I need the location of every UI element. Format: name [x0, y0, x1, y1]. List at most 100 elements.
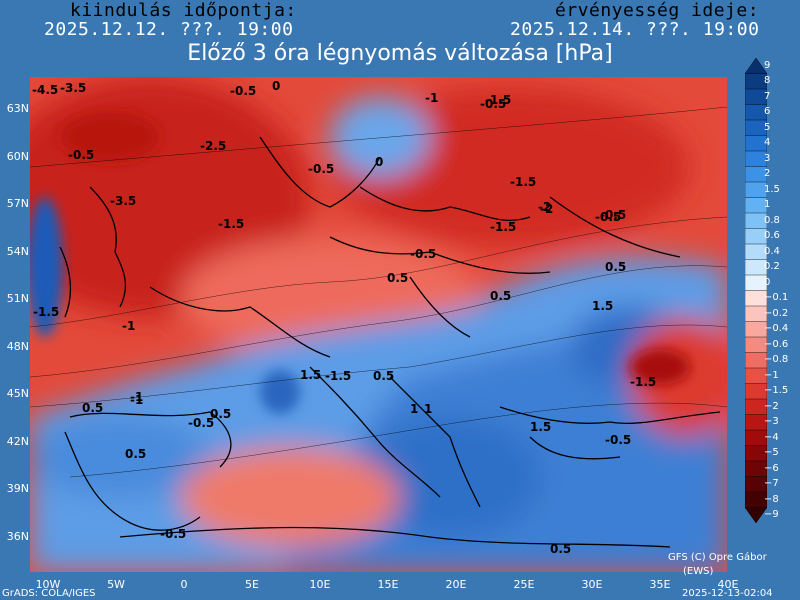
legend-value: −6 — [764, 462, 779, 474]
map-title: Előző 3 óra légnyomás változása [hPa] — [187, 41, 613, 66]
contour-label: -3.5 — [60, 81, 87, 95]
contour-label: -1.5 — [490, 220, 517, 234]
legend-swatches — [744, 57, 768, 524]
lat-label: 51N — [6, 292, 29, 305]
valid-time: 2025.12.14. ???. 19:00 — [510, 19, 760, 40]
contour-label: 1.5 — [530, 420, 552, 434]
contour-label: -1 — [122, 319, 136, 333]
lat-label: 60N — [6, 150, 29, 163]
contour-label: 1.5 — [300, 368, 322, 382]
lat-label: 54N — [6, 245, 29, 258]
legend-value: −0.8 — [764, 354, 789, 366]
legend-value: −4 — [764, 431, 779, 443]
contour-label: -4.5 — [32, 83, 59, 97]
contour-label: 0.5 — [490, 289, 512, 303]
contour-label: 1 — [410, 402, 419, 416]
legend-value: −2 — [764, 400, 779, 412]
legend-swatch — [744, 507, 768, 524]
legend-value: 5 — [764, 121, 771, 133]
legend-value: 2 — [764, 168, 771, 180]
map-field — [30, 77, 727, 572]
legend-value: 0.8 — [764, 214, 780, 226]
contour-label: 0.5 — [373, 369, 395, 383]
lon-label: 10W — [35, 578, 61, 591]
contour-label: 0.5 — [605, 260, 627, 274]
timestamp: 2025-12-13-02:04 — [682, 588, 773, 599]
lat-label: 36N — [6, 530, 29, 543]
isolines — [30, 106, 727, 478]
contour-label: -0.5 — [600, 208, 627, 222]
legend-value: −0.6 — [764, 338, 789, 350]
grads-credit: GrADS: COLA/IGES — [2, 588, 96, 599]
legend-value: −1.5 — [764, 385, 789, 397]
contour-label: 0 — [375, 155, 384, 169]
contour-label: -1.5 — [510, 175, 537, 189]
contour-label: -0.5 — [595, 210, 622, 224]
contour-label: 0.5 — [550, 542, 572, 556]
valid-label: érvényesség ideje: — [555, 0, 760, 21]
legend-value: 0.6 — [764, 230, 780, 242]
contour-label: -2 — [540, 202, 554, 216]
contour-label: -0.5 — [188, 416, 215, 430]
lat-label: 45N — [6, 387, 29, 400]
contour-label: 0.5 — [210, 407, 232, 421]
lat-label: 63N — [6, 102, 29, 115]
contour-label: -1.5 — [485, 93, 512, 107]
contour-label: 1 — [424, 402, 433, 416]
contour-label: -0.5 — [480, 97, 507, 111]
credit-text: GFS (C) Opre Gábor — [668, 552, 767, 563]
contour-label: -0.5 — [605, 433, 632, 447]
lon-label: 25E — [513, 578, 535, 591]
color-legend — [744, 57, 768, 524]
contour-label: -1 — [130, 390, 144, 404]
contour-label: -0.5 — [410, 247, 437, 261]
contour-label: 0.5 — [82, 401, 104, 415]
contour-label: -1.5 — [218, 217, 245, 231]
lon-label: 30E — [581, 578, 603, 591]
legend-value: −9 — [764, 509, 779, 521]
contour-label: 0.5 — [125, 447, 147, 461]
contour-label: -1.5 — [630, 375, 657, 389]
init-time: 2025.12.12. ???. 19:00 — [44, 19, 294, 40]
legend-value: 8 — [764, 75, 771, 87]
legend-value: −5 — [764, 447, 779, 459]
legend-value: −8 — [764, 493, 779, 505]
contour-label: -1.5 — [325, 369, 352, 383]
contour-label: 0 — [272, 79, 281, 93]
lon-label: 10E — [309, 578, 331, 591]
lon-label: 5E — [245, 578, 259, 591]
legend-value: 6 — [764, 106, 771, 118]
contour-label: -2.5 — [200, 139, 227, 153]
pressure-change-map: -4.5 -3.5 -0.5 -0.5 0 -1 -1.5 -2.5 -0.5 … — [30, 77, 727, 572]
contour-label: 0.5 — [387, 271, 409, 285]
legend-value: −7 — [764, 478, 779, 490]
lon-label: 5W — [107, 578, 125, 591]
legend-value: 3 — [764, 152, 771, 164]
contour-label: -3.5 — [110, 194, 137, 208]
lat-label: 39N — [6, 482, 29, 495]
contour-label: -1 — [130, 393, 144, 407]
legend-value: 0.2 — [764, 261, 780, 273]
contour-label: -1 — [425, 91, 439, 105]
legend-value: −1 — [764, 369, 779, 381]
legend-value: −0.4 — [764, 323, 789, 335]
lon-label: 35E — [649, 578, 671, 591]
legend-value: 9 — [764, 59, 771, 71]
lon-label: 40E — [717, 578, 739, 591]
legend-value: −0.2 — [764, 307, 789, 319]
lat-label: 57N — [6, 197, 29, 210]
contour-label: 1.5 — [592, 299, 614, 313]
legend-value: 7 — [764, 90, 771, 102]
contour-label: -0.5 — [68, 148, 95, 162]
contour-label: -0.5 — [308, 162, 335, 176]
legend-value: −3 — [764, 416, 779, 428]
legend-value: 0 — [764, 276, 771, 288]
contour-label: -2 — [538, 200, 552, 214]
lon-label: 20E — [445, 578, 467, 591]
init-label: kiindulás időpontja: — [70, 0, 297, 21]
legend-value: 1.5 — [764, 183, 780, 195]
contour-label: -0.5 — [160, 527, 187, 541]
credit-sub-text: (EWS) — [683, 566, 714, 577]
lat-label: 48N — [6, 340, 29, 353]
lon-label: 15E — [377, 578, 399, 591]
